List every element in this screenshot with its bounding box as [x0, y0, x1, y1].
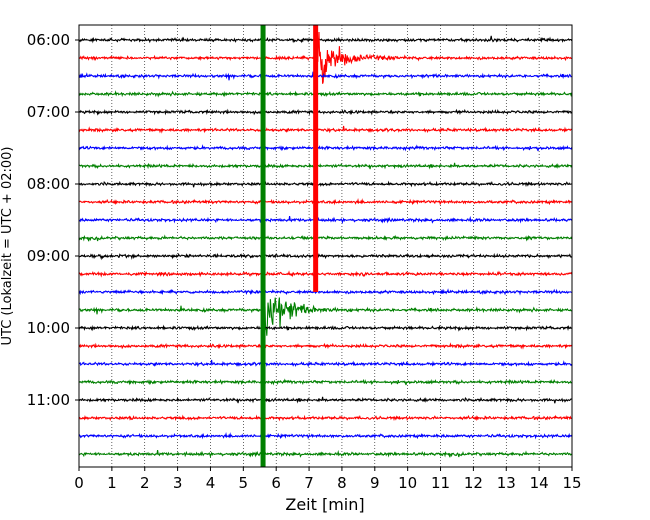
trace-line [78, 144, 573, 152]
x-tick-label: 2 [140, 474, 150, 492]
x-tick-label: 12 [464, 474, 483, 492]
x-tick-label: 8 [337, 474, 347, 492]
trace-line [78, 378, 572, 386]
x-axis-ticks: 0 1 2 3 4 5 6 7 8 9 10 11 12 13 14 15 [74, 467, 582, 492]
trace-line [78, 359, 573, 368]
x-tick-label: 0 [74, 474, 84, 492]
x-tick-label: 14 [530, 474, 549, 492]
trace-group [78, 25, 573, 467]
trace-line [78, 324, 572, 332]
trace-line [78, 270, 573, 278]
trace-line [78, 414, 572, 422]
y-tick-label: 11:00 [27, 391, 70, 409]
x-tick-label: 3 [173, 474, 183, 492]
trace-line [78, 198, 573, 206]
trace-line [78, 162, 573, 170]
trace-line [78, 31, 572, 84]
trace-line [78, 90, 573, 98]
trace-line [78, 432, 573, 440]
y-tick-label: 10:00 [27, 319, 70, 337]
trace-line [78, 288, 572, 296]
x-tick-label: 4 [206, 474, 216, 492]
trace-line [78, 35, 573, 44]
trace-line [78, 108, 573, 116]
x-tick-label: 15 [562, 474, 581, 492]
y-tick-label: 07:00 [27, 103, 70, 121]
trace-line [78, 234, 573, 242]
trace-line [78, 215, 573, 225]
event-saturation-band [313, 25, 319, 292]
event-saturation-band [260, 25, 266, 467]
trace-line [78, 125, 572, 134]
y-tick-label: 06:00 [27, 31, 70, 49]
x-axis-label: Zeit [min] [285, 495, 364, 514]
trace-line [78, 71, 572, 81]
x-tick-label: 7 [304, 474, 314, 492]
y-axis-label: UTC (Lokalzeit = UTC + 02:00) [0, 147, 15, 346]
x-tick-label: 1 [107, 474, 117, 492]
y-tick-label: 08:00 [27, 175, 70, 193]
trace-line [78, 180, 572, 188]
trace-line [78, 252, 572, 261]
trace-line [78, 342, 573, 350]
trace-line [78, 396, 572, 404]
trace-line [78, 288, 572, 336]
x-tick-label: 6 [271, 474, 281, 492]
x-tick-label: 13 [497, 474, 516, 492]
x-tick-label: 11 [431, 474, 450, 492]
x-tick-label: 9 [370, 474, 380, 492]
y-axis-ticks: 06:00 07:00 08:00 09:00 10:00 11:00 [27, 31, 79, 409]
y-tick-label: 09:00 [27, 247, 70, 265]
trace-line [78, 449, 573, 459]
plot-frame [78, 24, 573, 468]
x-tick-label: 10 [398, 474, 417, 492]
x-tick-label: 5 [239, 474, 249, 492]
